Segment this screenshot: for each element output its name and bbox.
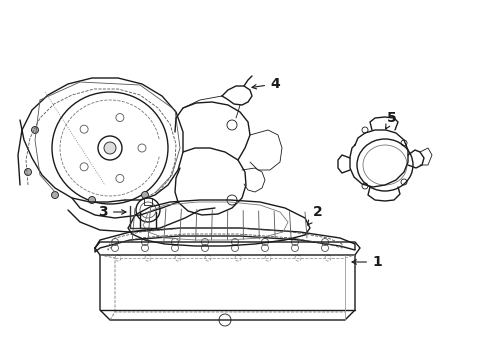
Circle shape (89, 197, 96, 203)
Circle shape (104, 142, 116, 154)
Circle shape (31, 126, 39, 134)
Circle shape (142, 192, 148, 198)
Text: 1: 1 (352, 255, 382, 269)
Circle shape (24, 168, 31, 175)
Text: 5: 5 (386, 111, 397, 129)
Circle shape (51, 192, 58, 198)
Text: 4: 4 (252, 77, 280, 91)
Text: 3: 3 (98, 205, 126, 219)
Text: 2: 2 (308, 205, 323, 225)
